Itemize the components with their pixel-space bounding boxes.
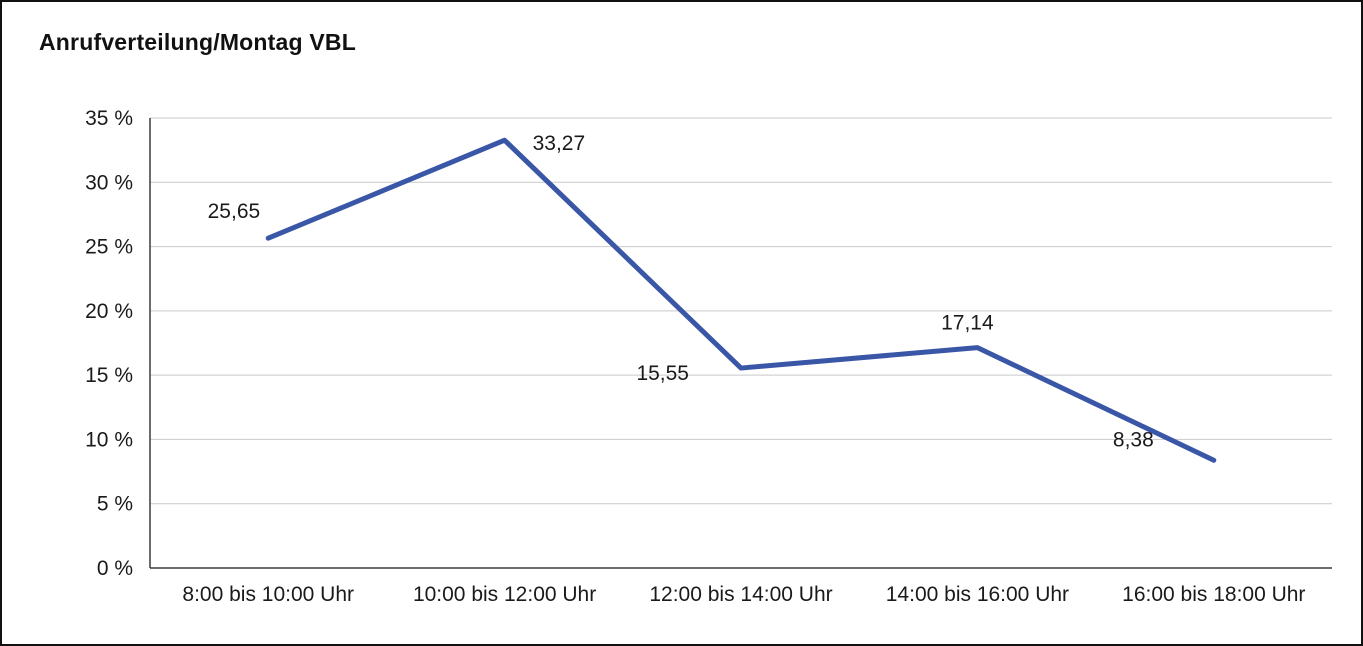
x-category-label: 16:00 bis 18:00 Uhr — [1122, 583, 1305, 606]
x-category-label: 14:00 bis 16:00 Uhr — [886, 583, 1069, 606]
x-category-label: 12:00 bis 14:00 Uhr — [649, 583, 832, 606]
y-tick-label: 5 % — [97, 493, 133, 516]
series-line — [265, 137, 1217, 463]
data-label: 15,55 — [636, 362, 689, 385]
y-tick-label: 25 % — [85, 236, 133, 259]
y-tick-label: 30 % — [85, 171, 133, 194]
x-category-label: 10:00 bis 12:00 Uhr — [413, 583, 596, 606]
y-tick-label: 0 % — [97, 557, 133, 580]
chart-title: Anrufverteilung/Montag VBL — [39, 29, 356, 55]
data-label: 17,14 — [941, 312, 994, 335]
y-tick-label: 35 % — [85, 107, 133, 130]
data-label: 33,27 — [533, 132, 586, 155]
x-category-label: 8:00 bis 10:00 Uhr — [182, 583, 354, 606]
y-tick-label: 10 % — [85, 428, 133, 451]
y-tick-label: 15 % — [85, 364, 133, 387]
y-tick-label: 20 % — [85, 300, 133, 323]
data-label: 25,65 — [208, 200, 261, 223]
data-label: 8,38 — [1113, 428, 1154, 451]
